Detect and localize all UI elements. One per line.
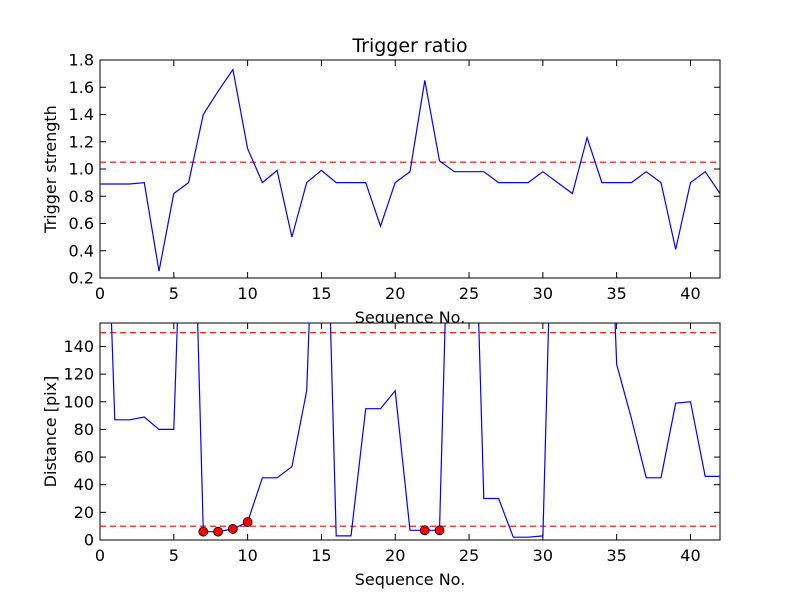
bottom-x-axis-label: Sequence No. <box>355 570 466 589</box>
top-chart-title: Trigger ratio <box>351 35 467 57</box>
bottom-x-tick-label: 5 <box>169 546 179 565</box>
top-chart: 0 5 10 15 20 25 30 35 40 0.2 0.4 0.6 0.8 1.0 1.2 1.4 1.6… <box>41 35 721 327</box>
top-series-line-0 <box>100 67 720 272</box>
bottom-y-axis-label: Distance [pix] <box>41 376 60 488</box>
top-y-tick-label: 0.4 <box>69 241 94 260</box>
bottom-data-point <box>227 524 238 534</box>
top-y-tick-label: 1.4 <box>69 105 94 124</box>
bottom-plot-area <box>99 322 721 541</box>
bottom-y-tick-label: 80 <box>74 420 94 439</box>
bottom-x-tick-label: 15 <box>311 546 331 565</box>
bottom-data-point <box>213 526 223 537</box>
bottom-x-tick-label: 35 <box>606 546 626 565</box>
bottom-y-tick-label: 0 <box>84 531 94 550</box>
bottom-data-point <box>434 525 445 536</box>
bottom-x-tick-label: 40 <box>680 546 700 565</box>
bottom-x-tick-label: 20 <box>385 546 405 565</box>
bottom-y-tick-label: 100 <box>63 392 94 411</box>
bottom-y-tick-label: 20 <box>74 503 94 522</box>
bottom-y-tick-label: 120 <box>63 365 94 384</box>
bottom-x-tick-label: 10 <box>237 546 257 565</box>
top-y-tick-label: 0.6 <box>69 214 94 233</box>
bottom-data-point <box>419 525 430 536</box>
top-x-axis-label: Sequence No. <box>355 308 466 327</box>
bottom-x-tick-label: 25 <box>459 546 479 565</box>
top-y-tick-label: 0.8 <box>69 187 94 206</box>
top-x-tick-label: 5 <box>169 284 179 303</box>
bottom-x-tick-label: 30 <box>533 546 553 565</box>
top-x-tick-label: 20 <box>385 284 405 303</box>
top-x-tick-label: 40 <box>680 284 700 303</box>
bottom-y-tick-label: 60 <box>74 448 94 467</box>
top-x-tick-label: 10 <box>237 284 257 303</box>
top-y-tick-label: 1.8 <box>69 51 94 70</box>
top-y-tick-label: 1.0 <box>69 160 94 179</box>
bottom-y-tick-label: 40 <box>74 475 94 494</box>
top-y-axis-label: Trigger strength <box>41 105 60 234</box>
top-x-tick-label: 25 <box>459 284 479 303</box>
top-y-tick-label: 0.2 <box>69 269 94 288</box>
top-x-tick-label: 15 <box>311 284 331 303</box>
bottom-chart: 0 5 10 15 20 25 30 35 40 0 20 40 60 80 100 120 140 Sequen… <box>41 322 721 589</box>
top-x-tick-label: 30 <box>533 284 553 303</box>
top-x-tick-label: 35 <box>606 284 626 303</box>
bottom-y-tick-label: 140 <box>63 337 94 356</box>
bottom-data-point <box>242 517 253 527</box>
bottom-x-tick-label: 0 <box>95 546 105 565</box>
top-y-tick-label: 1.6 <box>69 78 94 97</box>
top-x-tick-label: 0 <box>95 284 105 303</box>
top-y-tick-label: 1.2 <box>69 132 94 151</box>
bottom-data-point <box>198 526 209 537</box>
